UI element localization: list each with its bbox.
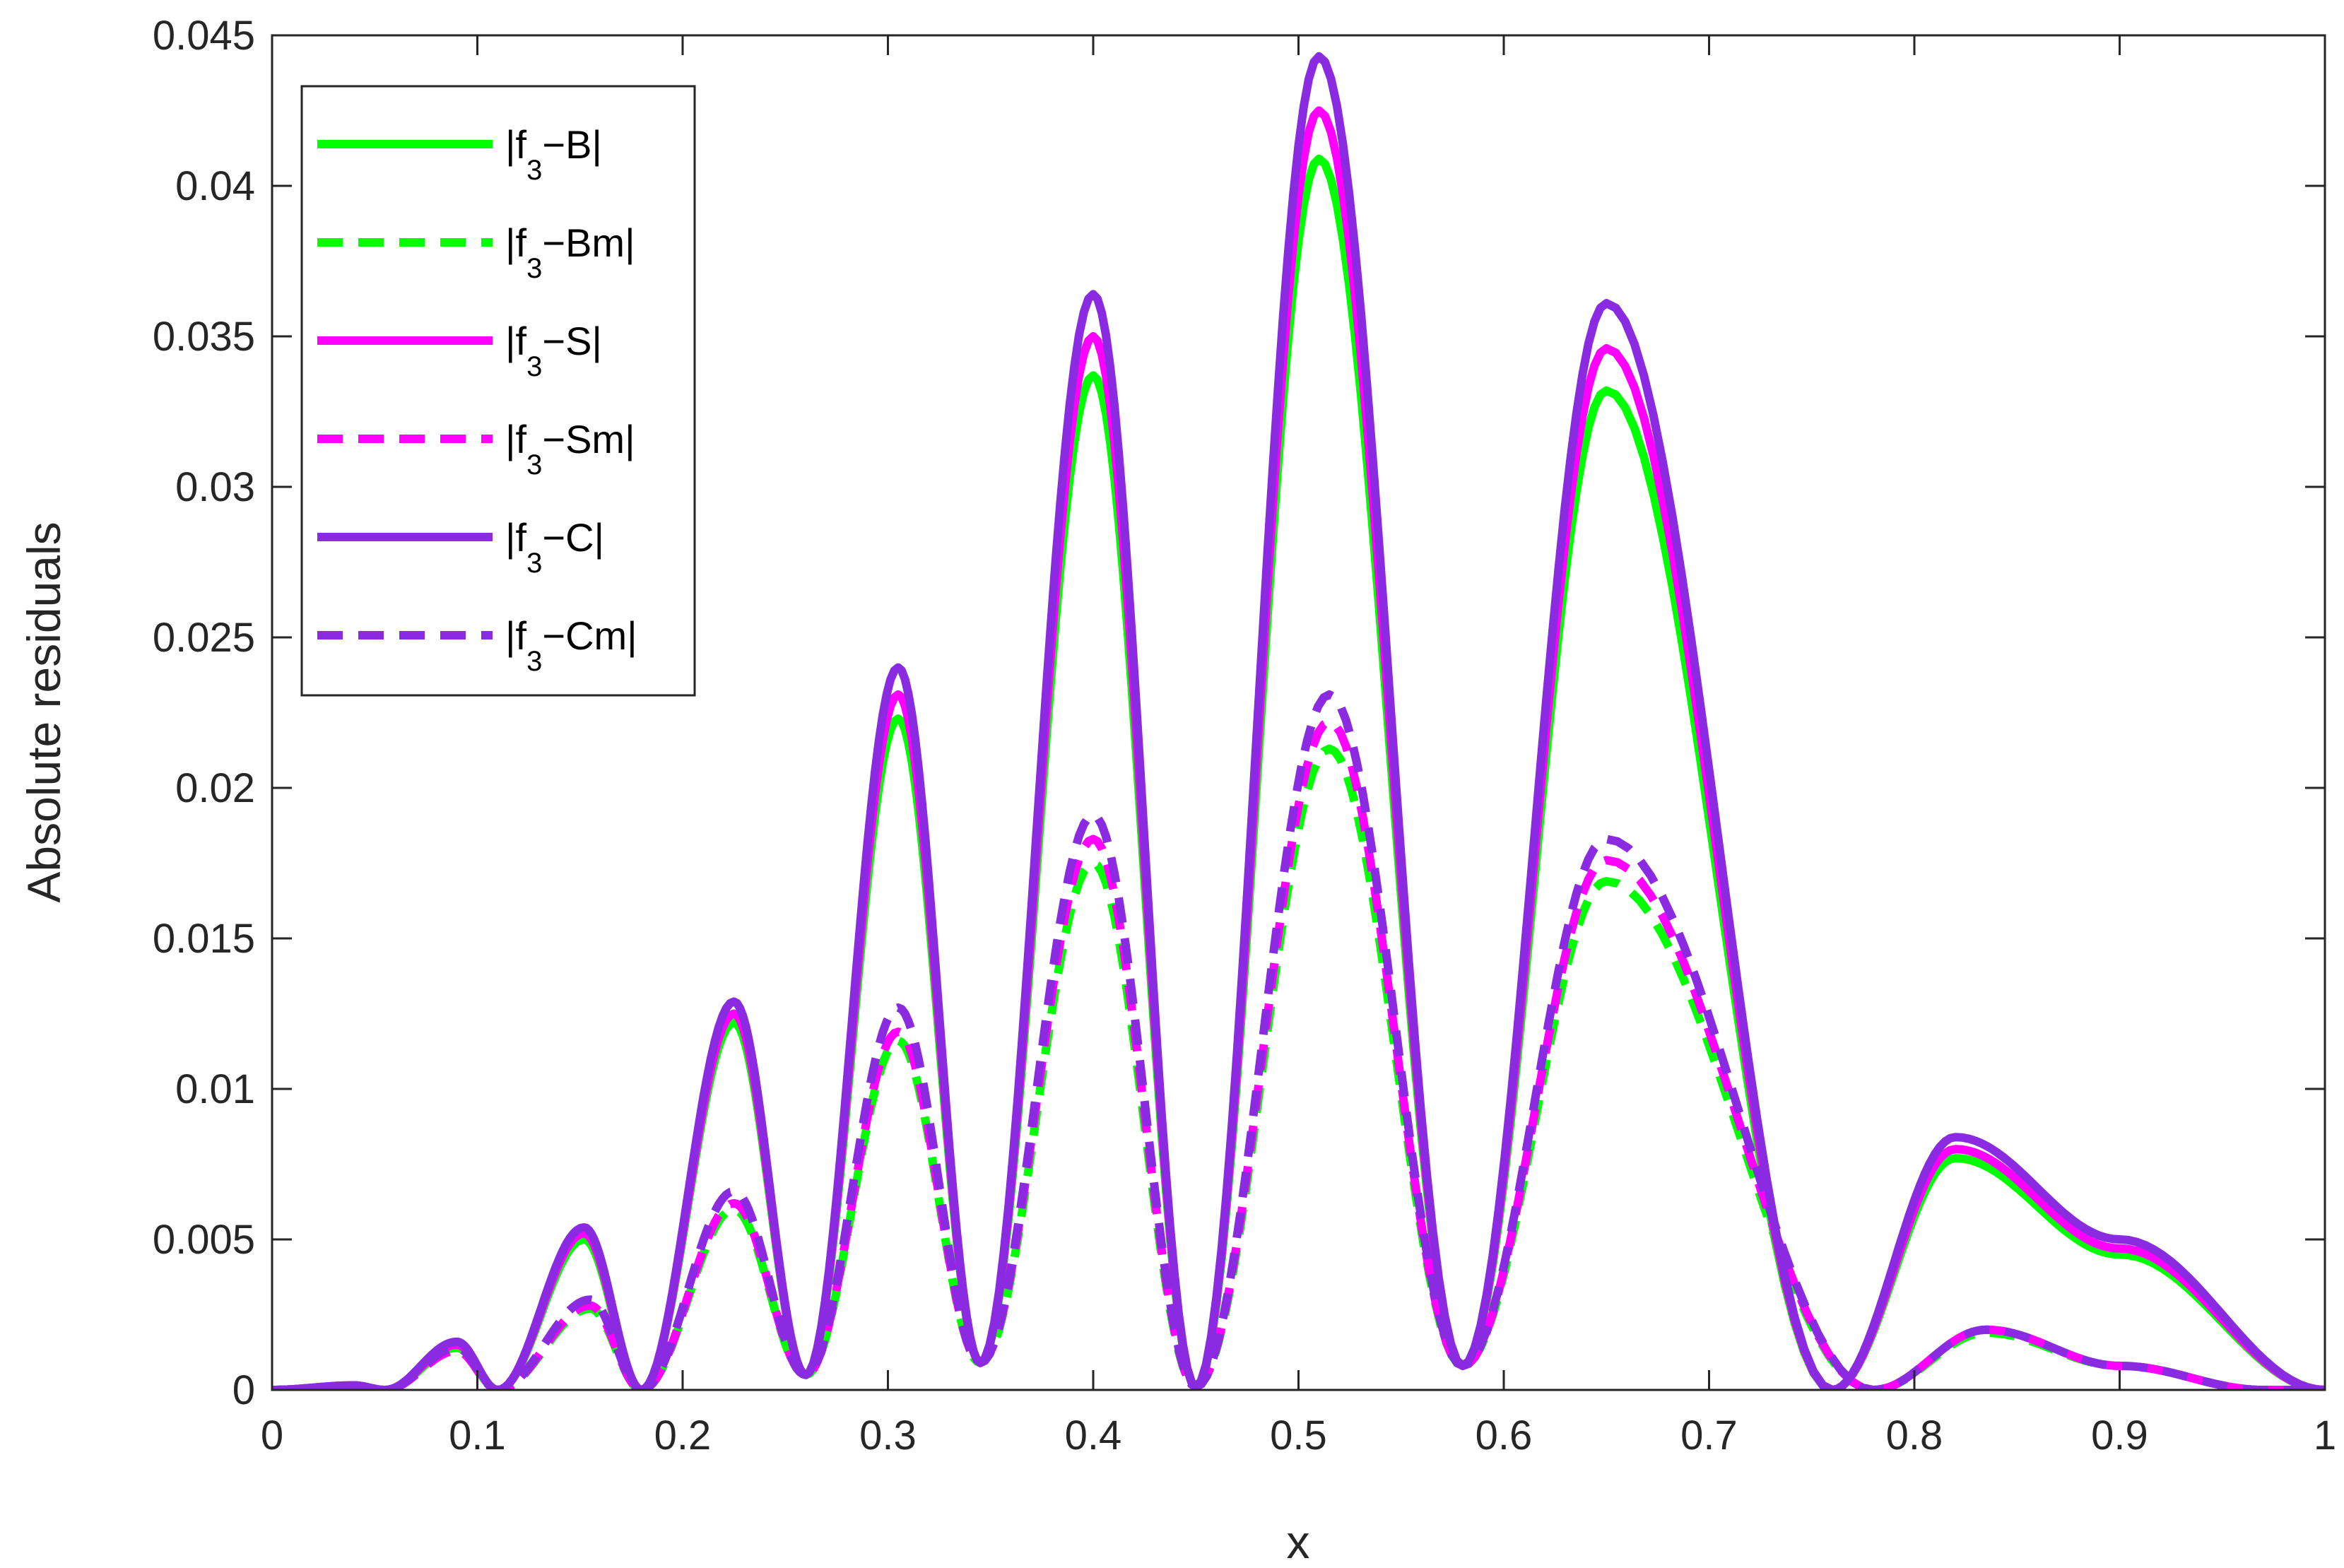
legend-label-main: |f	[505, 515, 527, 560]
y-axis: 0 0.005 0.01 0.015 0.02 0.025 0.03 0.035 0.04 0.0…	[153, 13, 2325, 1413]
legend-label-bm: |f3−Bm|	[505, 220, 635, 284]
y-tick-label: 0.03	[175, 464, 255, 510]
legend-label-tail: −B|	[542, 122, 602, 167]
y-tick-label: 0.025	[153, 615, 255, 661]
legend-label-main: |f	[505, 319, 527, 363]
legend-label-sm: |f3−Sm|	[505, 417, 635, 481]
legend: |f3−B||f3−Bm||f3−S||f3−Sm||f3−C||f3−Cm|	[300, 85, 696, 697]
x-tick-label: 0.5	[1270, 1413, 1327, 1458]
x-tick-label: 1	[2314, 1413, 2336, 1458]
legend-label-tail: −Cm|	[542, 613, 637, 658]
series-line-c	[272, 52, 2325, 1390]
x-tick-label: 0.1	[449, 1413, 506, 1458]
y-tick-label: 0	[232, 1367, 255, 1413]
legend-label-subscript: 3	[526, 155, 542, 186]
x-axis-label: x	[1287, 1516, 1310, 1568]
legend-label-tail: −S|	[542, 319, 602, 363]
x-tick-label: 0.6	[1476, 1413, 1533, 1458]
x-tick-label: 0.4	[1065, 1413, 1122, 1458]
legend-label-tail: −Bm|	[542, 220, 635, 265]
x-tick-label: 0.8	[1886, 1413, 1943, 1458]
legend-label-main: |f	[505, 613, 527, 658]
legend-label-tail: −C|	[542, 515, 604, 560]
legend-label-b: |f3−B|	[505, 122, 602, 186]
x-tick-label: 0.3	[859, 1413, 917, 1458]
y-tick-label: 0.02	[175, 765, 255, 811]
legend-label-subscript: 3	[526, 253, 542, 284]
x-tick-label: 0	[261, 1413, 283, 1458]
legend-label-main: |f	[505, 220, 527, 265]
legend-box	[300, 85, 696, 697]
legend-label-main: |f	[505, 417, 527, 461]
x-tick-label: 0.9	[2091, 1413, 2148, 1458]
y-tick-label: 0.035	[153, 314, 255, 360]
legend-label-cm: |f3−Cm|	[505, 613, 637, 677]
y-tick-label: 0.005	[153, 1217, 255, 1263]
x-tick-label: 0.2	[654, 1413, 712, 1458]
series-line-cm	[272, 690, 2325, 1390]
y-tick-label: 0.01	[175, 1066, 255, 1112]
legend-label-c: |f3−C|	[505, 515, 604, 579]
series-layer	[272, 52, 2325, 1390]
legend-label-subscript: 3	[526, 351, 542, 382]
legend-label-subscript: 3	[526, 548, 542, 579]
y-tick-label: 0.015	[153, 916, 255, 962]
legend-label-subscript: 3	[526, 646, 542, 677]
y-axis-label: Absolute residuals	[18, 521, 70, 902]
legend-label-main: |f	[505, 122, 527, 167]
y-tick-label: 0.045	[153, 13, 255, 59]
legend-label-tail: −Sm|	[542, 417, 635, 461]
x-tick-label: 0.7	[1680, 1413, 1738, 1458]
y-tick-label: 0.04	[175, 163, 255, 209]
legend-label-s: |f3−S|	[505, 319, 602, 382]
legend-label-subscript: 3	[526, 449, 542, 481]
x-axis: 0 0.1 0.2 0.3 0.4 0.5 0.6 0.7 0.8 0.9 1	[261, 35, 2336, 1458]
